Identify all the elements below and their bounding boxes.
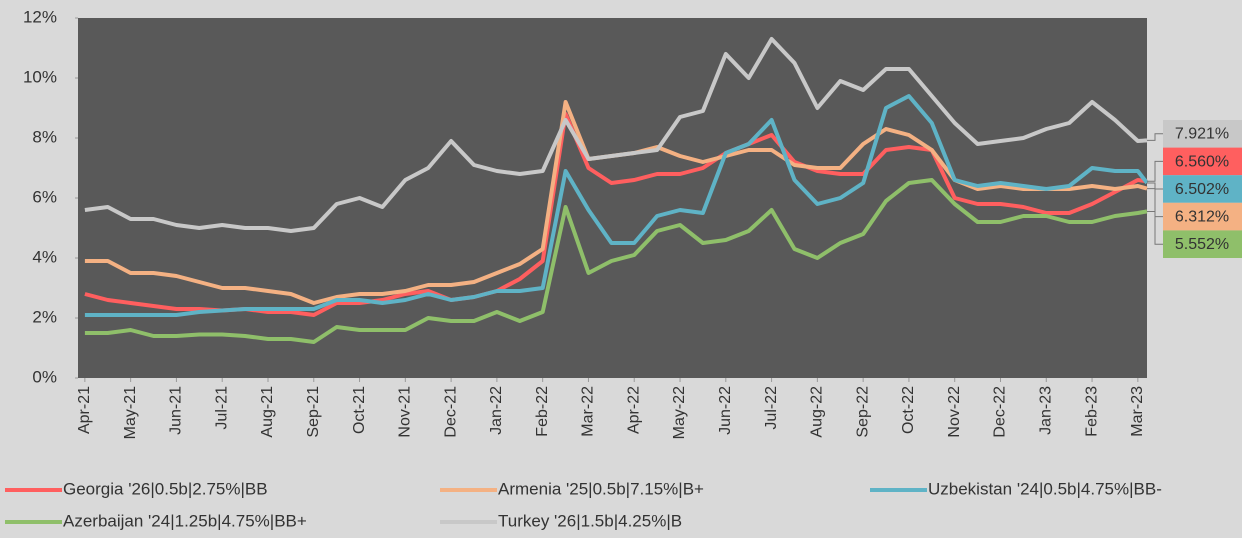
y-tick-label: 6% <box>32 187 57 206</box>
label-connector <box>1147 210 1163 245</box>
x-tick-label: Feb-23 <box>1083 386 1100 437</box>
x-tick-label: Jan-23 <box>1037 386 1054 435</box>
legend-label: Turkey '26|1.5b|4.25%|B <box>498 511 682 530</box>
plot-area <box>78 18 1147 378</box>
label-connector <box>1147 182 1163 190</box>
x-tick-label: Jul-22 <box>763 386 780 430</box>
y-tick-label: 0% <box>32 367 57 386</box>
x-tick-label: Sep-21 <box>305 386 322 438</box>
series-line <box>84 178 1148 344</box>
series-line <box>84 94 1149 317</box>
label-connector <box>1147 133 1163 141</box>
x-tick-label: Aug-22 <box>809 386 826 438</box>
x-tick-label: Apr-22 <box>625 386 642 434</box>
x-tick-label: Jun-21 <box>168 386 185 435</box>
x-tick-label: May-21 <box>122 386 139 439</box>
x-tick-label: Sep-22 <box>854 386 871 438</box>
x-tick-label: Oct-21 <box>351 386 368 434</box>
x-tick-label: Nov-21 <box>397 386 414 438</box>
end-label-box <box>1163 230 1242 258</box>
x-tick-label: Jun-22 <box>717 386 734 435</box>
x-tick-label: May-22 <box>671 386 688 439</box>
x-tick-label: Apr-21 <box>76 386 93 434</box>
x-tick-label: Mar-23 <box>1129 386 1146 437</box>
y-tick-label: 10% <box>23 67 57 86</box>
y-tick-label: 4% <box>32 247 57 266</box>
label-connector <box>1147 188 1163 218</box>
end-label: 6.312% <box>1175 209 1229 226</box>
x-tick-label: Nov-22 <box>946 386 963 438</box>
end-label: 6.502% <box>1175 181 1229 198</box>
end-label-box <box>1163 175 1242 203</box>
end-label-box <box>1163 120 1242 148</box>
legend-label: Uzbekistan '24|0.5b|4.75%|BB- <box>928 479 1162 498</box>
legend-label: Azerbaijan '24|1.25b|4.75%|BB+ <box>63 511 307 530</box>
series-line <box>84 112 1148 317</box>
series-line <box>84 37 1148 233</box>
end-label-box <box>1163 147 1242 176</box>
x-tick-label: Jul-21 <box>213 386 230 430</box>
x-tick-label: Jan-22 <box>488 386 505 435</box>
end-label: 7.921% <box>1175 126 1229 143</box>
y-tick-label: 12% <box>23 7 57 26</box>
legend-label: Armenia '25|0.5b|7.15%|B+ <box>498 479 704 498</box>
legend-label: Georgia '26|0.5b|2.75%|BB <box>63 479 268 498</box>
x-tick-label: Feb-22 <box>534 386 551 437</box>
y-tick-label: 8% <box>32 127 57 146</box>
x-tick-label: Dec-21 <box>442 386 459 438</box>
x-tick-label: Oct-22 <box>900 386 917 434</box>
x-tick-label: Dec-22 <box>992 386 1009 438</box>
label-connector <box>1147 160 1163 182</box>
y-tick-label: 2% <box>32 307 57 326</box>
x-tick-label: Mar-22 <box>580 386 597 437</box>
end-label-box <box>1163 202 1242 231</box>
x-tick-label: Aug-21 <box>259 386 276 438</box>
end-label: 5.552% <box>1175 236 1229 253</box>
end-label: 6.560% <box>1175 153 1229 170</box>
